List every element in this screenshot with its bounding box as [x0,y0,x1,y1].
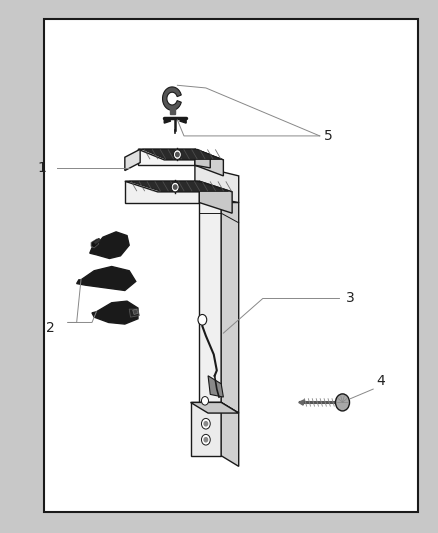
Polygon shape [180,118,186,123]
Circle shape [173,185,177,189]
Polygon shape [191,402,221,456]
Polygon shape [133,309,138,314]
Polygon shape [170,108,175,114]
Circle shape [204,422,208,426]
Polygon shape [199,181,232,213]
Polygon shape [195,149,223,176]
Circle shape [201,418,210,429]
Circle shape [173,150,181,159]
Circle shape [171,182,179,192]
Text: 4: 4 [377,374,385,388]
Polygon shape [92,301,138,324]
Polygon shape [77,266,136,290]
Polygon shape [138,149,195,165]
Circle shape [176,152,179,157]
Polygon shape [221,402,239,466]
Polygon shape [129,309,139,317]
Circle shape [201,434,210,445]
Polygon shape [191,402,239,413]
Polygon shape [221,192,239,413]
Polygon shape [138,149,223,160]
Polygon shape [164,118,171,123]
Text: 1: 1 [37,161,46,175]
Polygon shape [125,149,140,171]
Text: 5: 5 [324,129,333,143]
Polygon shape [142,149,221,159]
Polygon shape [129,181,229,191]
Polygon shape [91,239,99,248]
Circle shape [198,314,207,325]
Circle shape [336,394,350,411]
Polygon shape [299,400,304,405]
Polygon shape [90,232,129,259]
Polygon shape [125,181,199,203]
Polygon shape [125,181,232,192]
Polygon shape [195,149,210,168]
Text: 2: 2 [46,321,55,335]
Polygon shape [162,87,181,110]
Polygon shape [199,192,239,203]
Circle shape [204,438,208,442]
Circle shape [201,397,208,405]
FancyBboxPatch shape [44,19,418,512]
Polygon shape [195,165,239,203]
Polygon shape [208,376,223,397]
Polygon shape [199,192,221,402]
Polygon shape [93,238,101,245]
Text: 3: 3 [346,292,355,305]
